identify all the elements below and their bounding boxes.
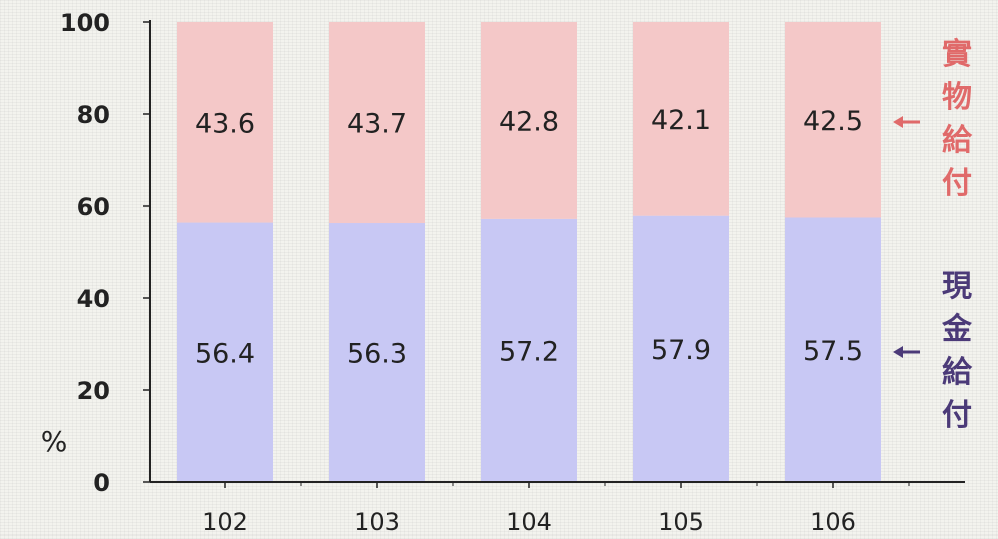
bar-cash-102 [177,222,273,482]
bar-inkind-104 [481,22,577,219]
legend-char: 付 [942,398,972,433]
bar-cash-105 [633,215,729,482]
data-label: 56.4 [195,338,255,369]
arrow-head-icon [893,346,903,358]
data-label: 42.1 [651,105,711,136]
data-label: 42.8 [499,106,559,137]
y-tick-label: 40 [77,285,110,313]
legend-char: 金 [941,312,973,347]
bar-inkind-103 [329,22,425,224]
y-tick-label: 80 [77,101,110,129]
y-tick-label: 100 [60,9,110,37]
bars-layer [177,22,881,482]
bar-cash-103 [329,223,425,482]
arrow-head-icon [893,116,903,128]
data-label: 42.5 [803,106,863,137]
bar-inkind-105 [633,22,729,216]
y-unit-label: % [41,425,68,458]
x-tick-label: 106 [810,508,856,535]
x-tick-label: 105 [658,508,704,535]
bar-cash-104 [481,218,577,482]
legend-char: 付 [942,166,972,201]
y-tick-label: 0 [93,469,110,497]
data-label: 57.9 [651,335,711,366]
x-tick-label: 104 [506,508,552,535]
legend-char: 現 [942,269,972,304]
bar-inkind-106 [785,22,881,218]
legend-char: 實 [942,37,972,72]
legend-char: 給 [942,123,973,158]
legend-char: 物 [942,80,972,115]
axes-layer: 102 103 104 105 106 0 20 40 60 80 100 [60,9,965,536]
data-label: 43.6 [195,108,255,139]
y-tick-label: 20 [77,377,110,405]
data-label: 57.2 [499,336,559,367]
data-label: 43.7 [347,109,407,140]
legend-char: 給 [942,355,973,390]
labels-layer: 56.4 43.6 56.3 43.7 57.2 42.8 57.9 42.1 57.5 42.5… [195,37,973,433]
bar-cash-106 [785,217,881,482]
data-label: 56.3 [347,339,407,370]
y-tick-label: 60 [77,193,110,221]
x-tick-label: 103 [354,508,400,535]
data-label: 57.5 [803,336,863,367]
bar-inkind-102 [177,22,273,223]
x-tick-label: 102 [202,508,248,535]
